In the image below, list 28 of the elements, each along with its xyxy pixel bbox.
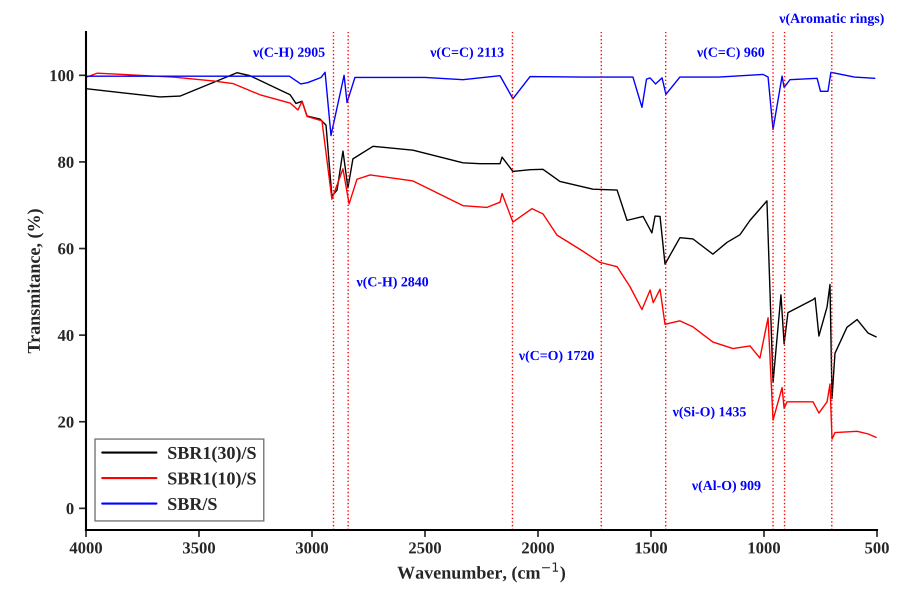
ref-line-label: ν(C-H) 2840 xyxy=(356,276,428,290)
y-tick-label: 80 xyxy=(58,156,74,168)
x-tick-label: 3000 xyxy=(296,542,328,554)
x-tick-label: 4000 xyxy=(70,542,102,554)
legend-label: SBR1(30)/S xyxy=(168,446,256,463)
legend-label: SBR/S xyxy=(168,498,217,510)
x-tick-label: 3500 xyxy=(182,542,216,554)
x-tick-label: 2000 xyxy=(522,542,554,554)
ref-line-label: ν(C=C) 960 xyxy=(696,47,764,60)
y-tick-label: 0 xyxy=(66,503,74,514)
y-axis-title: Transmitance, (%) xyxy=(27,209,44,354)
x-tick-label: 1000 xyxy=(748,542,780,554)
ref-line-label: ν(Al-O) 909 xyxy=(692,480,760,493)
y-tick-label: 40 xyxy=(58,330,74,342)
y-tick-label: 100 xyxy=(50,70,74,82)
ref-line-label: ν(C=C) 2113 xyxy=(430,47,504,60)
x-tick-label: 500 xyxy=(865,542,889,554)
legend-label: SBR1(10)/S xyxy=(168,472,256,488)
ref-line-label: ν(C=O) 1720 xyxy=(518,350,594,363)
x-axis-title: Wavenumber, (cm$^{−1}$) xyxy=(397,562,566,582)
ref-line-label: ν(C-H) 2905 xyxy=(252,47,325,60)
ref-line-label: ν(Si-O) 1435 xyxy=(672,406,746,420)
ref-line-label: ν(Aromatic rings) xyxy=(779,13,884,26)
y-tick-label: 60 xyxy=(58,243,74,254)
x-tick-label: 2500 xyxy=(409,542,442,554)
line-series xyxy=(86,72,876,136)
y-tick-label: 20 xyxy=(58,416,74,428)
x-tick-label: 1500 xyxy=(636,542,668,554)
